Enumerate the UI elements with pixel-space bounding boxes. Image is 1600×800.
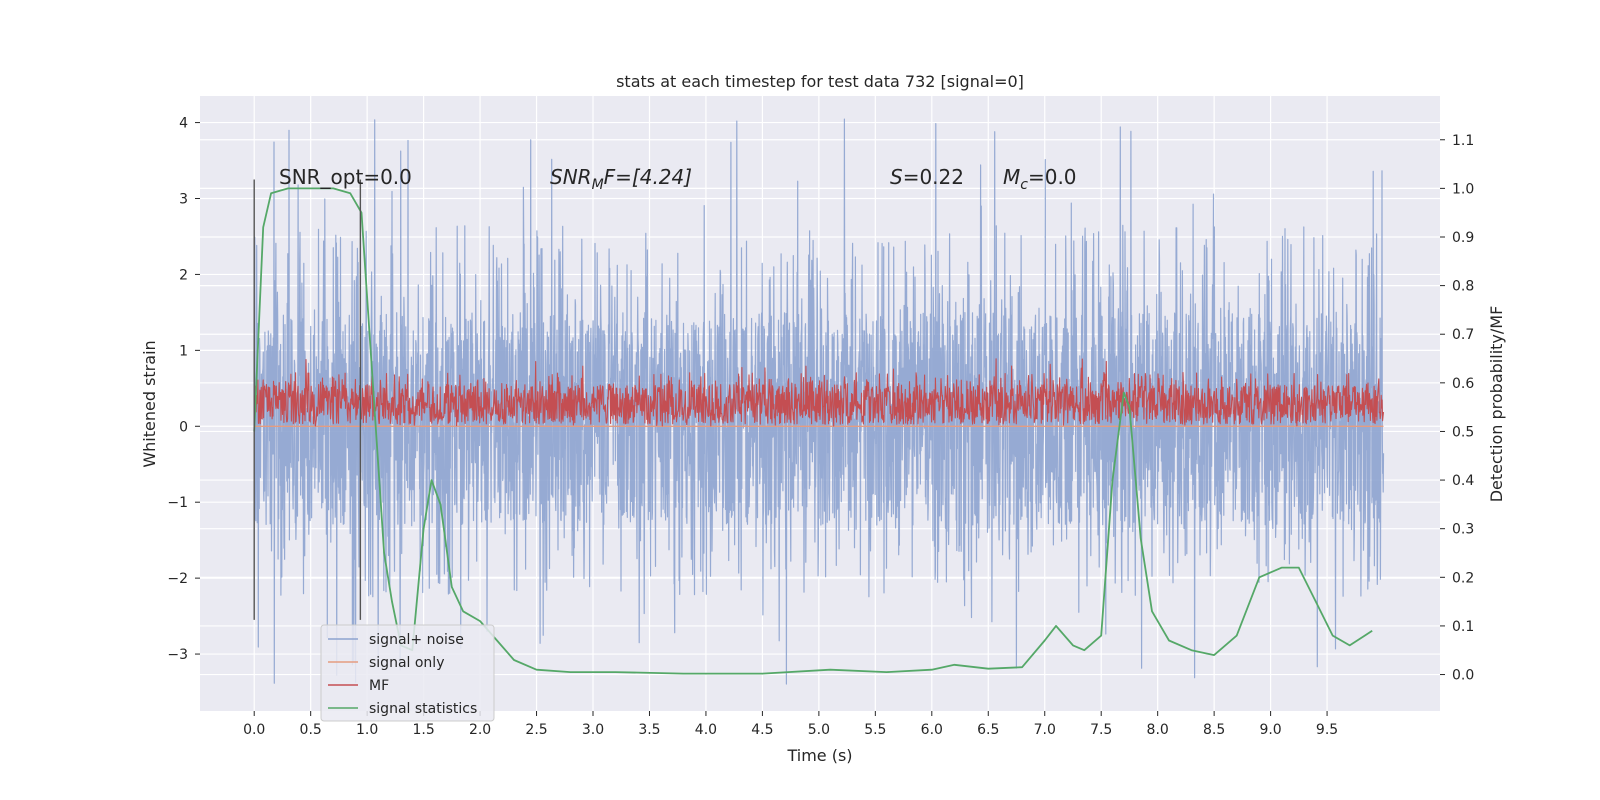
- y-right-tick-label-10: 0.1: [1452, 619, 1474, 635]
- x-tick-label-16: 8.0: [1147, 722, 1169, 738]
- x-tick-label-14: 7.0: [1034, 722, 1056, 738]
- y-left-tick-label-6: −2: [167, 571, 188, 587]
- x-tick-label-13: 6.5: [977, 722, 999, 738]
- x-tick-label-1: 0.5: [300, 722, 322, 738]
- series-signal-statistics: [253, 187, 1373, 675]
- y-left-tick-label-3: 1: [179, 343, 188, 359]
- x-tick-label-5: 2.5: [525, 722, 547, 738]
- legend-label-signal-only: signal only: [369, 655, 444, 671]
- y-left-tick-label-5: −1: [167, 495, 188, 511]
- legend-label-signal-noise: signal+ noise: [369, 632, 464, 648]
- annotation-s-var: S: [890, 165, 903, 189]
- annotation-snr-mf-sub: M: [592, 177, 604, 193]
- x-tick-label-18: 9.0: [1259, 722, 1281, 738]
- legend-box: [320, 624, 495, 722]
- y-right-tick-label-9: 0.2: [1452, 570, 1474, 586]
- annotation-mc: Mc=0.0: [1003, 165, 1077, 193]
- y-axis-right-ticks: 1.1 1.0 0.9 0.8 0.7 0.6 0.5 0.4 0.3 0.2 0.1 0.0: [1440, 133, 1474, 684]
- y-right-tick-label-7: 0.4: [1452, 473, 1474, 489]
- y-right-tick-label-8: 0.3: [1452, 522, 1474, 538]
- x-tick-label-15: 7.5: [1090, 722, 1112, 738]
- annotation-snr-opt: SNR_opt=0.0: [279, 165, 412, 189]
- y-left-tick-label-2: 2: [179, 267, 188, 283]
- x-tick-label-9: 4.5: [751, 722, 773, 738]
- y-left-tick-label-0: 4: [179, 116, 188, 132]
- chart-title: stats at each timestep for test data 732…: [616, 72, 1024, 91]
- x-tick-label-2: 1.0: [356, 722, 378, 738]
- x-tick-label-11: 5.5: [864, 722, 886, 738]
- y-right-tick-label-4: 0.7: [1452, 327, 1474, 343]
- annotation-mc-val: =0.0: [1028, 165, 1077, 189]
- x-tick-label-8: 4.0: [695, 722, 717, 738]
- x-tick-label-0: 0.0: [243, 722, 265, 738]
- annotation-snr-mf-prefix: SNR: [550, 165, 592, 189]
- annotation-mc-var: M: [1003, 165, 1020, 189]
- y-left-tick-label-7: −3: [167, 647, 188, 663]
- annotation-s-val: =0.22: [903, 165, 964, 189]
- annotations: SNR_opt=0.0 SNRMF=[4.24] S=0.22 Mc=0.0: [279, 165, 1077, 193]
- legend-label-signal-statistics: signal statistics: [369, 701, 477, 717]
- y-right-tick-label-0: 1.1: [1452, 133, 1474, 149]
- series-layer: [253, 118, 1385, 685]
- x-tick-label-17: 8.5: [1203, 722, 1225, 738]
- annotation-mc-sub: c: [1020, 177, 1028, 193]
- x-tick-label-10: 5.0: [808, 722, 830, 738]
- y-right-tick-label-6: 0.5: [1452, 424, 1474, 440]
- y-right-tick-label-1: 1.0: [1452, 181, 1474, 197]
- x-axis-label: Time (s): [786, 746, 852, 765]
- y-axis-label-right: Detection probability/MF: [1487, 306, 1506, 503]
- x-tick-label-19: 9.5: [1316, 722, 1338, 738]
- x-tick-label-6: 3.0: [582, 722, 604, 738]
- x-tick-label-4: 2.0: [469, 722, 491, 738]
- annotation-snr-mf-rest: F=[4.24]: [604, 165, 692, 189]
- x-tick-label-7: 3.5: [638, 722, 660, 738]
- y-right-tick-label-5: 0.6: [1452, 376, 1474, 392]
- y-axis-left-ticks: 4 3 2 1 0 −1 −2 −3: [167, 116, 200, 663]
- y-right-tick-label-11: 0.0: [1452, 668, 1474, 684]
- annotation-snr-mf: SNRMF=[4.24]: [550, 165, 692, 193]
- x-tick-label-12: 6.0: [921, 722, 943, 738]
- vertical-markers: [253, 179, 362, 620]
- y-right-tick-label-3: 0.8: [1452, 279, 1474, 295]
- series-signal-noise: [253, 118, 1385, 685]
- series-mf: [253, 358, 1385, 427]
- y-left-tick-label-1: 3: [179, 192, 188, 208]
- legend-label-mf: MF: [369, 678, 389, 694]
- x-tick-label-3: 1.5: [412, 722, 434, 738]
- y-left-tick-label-4: 0: [179, 419, 188, 435]
- y-right-tick-label-2: 0.9: [1452, 230, 1474, 246]
- legend: signal+ noise signal only MF signal stat…: [320, 624, 495, 722]
- x-axis-ticks: 0.0 0.5 1.0 1.5 2.0 2.5 3.0 3.5 4.0 4.5 5.0 5.5 6.0 6…: [243, 711, 1338, 738]
- annotation-s: S=0.22: [890, 165, 964, 189]
- y-axis-label-left: Whitened strain: [140, 340, 159, 467]
